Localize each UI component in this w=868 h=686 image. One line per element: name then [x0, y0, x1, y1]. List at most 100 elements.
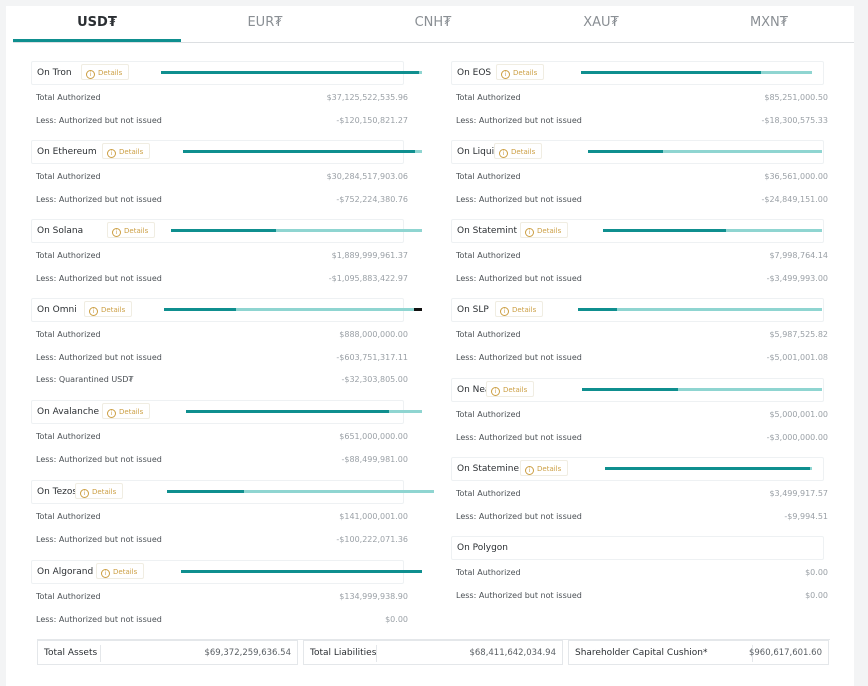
tab-eurt[interactable]: EUR₮ [247, 15, 283, 30]
issued-ratio-bar [605, 467, 812, 470]
issued-ratio-fill [183, 150, 415, 153]
tab-xaut[interactable]: XAU₮ [583, 15, 619, 30]
details-button[interactable]: i Details [520, 460, 569, 476]
issued-ratio-bar [581, 71, 812, 74]
issued-ratio-bar [183, 150, 422, 153]
total-assets-label: Total Assets [44, 648, 98, 658]
details-button[interactable]: i Details [102, 143, 151, 159]
total-authorized-label: Total Authorized [36, 330, 101, 339]
issued-ratio-fill [186, 410, 389, 413]
total-liabilities-label: Total Liabilities [310, 648, 377, 658]
details-button[interactable]: i Details [81, 64, 130, 80]
info-icon: i [107, 149, 116, 158]
issued-ratio-fill [171, 229, 277, 232]
chain-header-statemint: On Statemint i Details [451, 219, 824, 243]
authorized-not-issued-label: Less: Authorized but not issued [36, 116, 162, 125]
chain-name: On EOS [457, 68, 492, 78]
authorized-not-issued-label: Less: Authorized but not issued [456, 591, 582, 600]
authorized-not-issued-label: Less: Authorized but not issued [36, 455, 162, 464]
info-icon: i [525, 466, 534, 475]
details-button[interactable]: i Details [494, 143, 543, 159]
authorized-not-issued-label: Less: Authorized but not issued [456, 116, 582, 125]
chain-header-ethereum: On Ethereum i Details [31, 140, 422, 164]
issued-ratio-bar [582, 388, 822, 391]
details-label: Details [124, 227, 149, 235]
issued-ratio-bar [588, 150, 822, 153]
tab-usdt[interactable]: USD₮ [13, 6, 181, 42]
total-authorized-label: Total Authorized [36, 432, 101, 441]
details-label: Details [511, 148, 536, 156]
authorized-not-issued-label: Less: Authorized but not issued [456, 195, 582, 204]
chain-header-tron: On Tron i Details [31, 61, 422, 85]
total-authorized-value: $36,561,000.00 [764, 172, 828, 181]
details-label: Details [513, 69, 538, 77]
authorized-not-issued-value: -$24,849,151.00 [761, 195, 828, 204]
capital-cushion-value: $960,617,601.60 [748, 648, 822, 658]
details-button[interactable]: i Details [486, 381, 535, 397]
details-button[interactable]: i Details [107, 222, 156, 238]
details-label: Details [119, 408, 144, 416]
total-authorized-value: $37,125,522,535.96 [326, 93, 408, 102]
info-icon: i [499, 149, 508, 158]
authorized-not-issued-label: Less: Authorized but not issued [36, 353, 162, 362]
details-button[interactable]: i Details [84, 301, 133, 317]
authorized-not-issued-value: -$100,222,071.36 [336, 535, 408, 544]
authorized-not-issued-label: Less: Authorized but not issued [456, 353, 582, 362]
details-button[interactable]: i Details [496, 64, 545, 80]
total-authorized-value: $30,284,517,903.06 [326, 172, 408, 181]
issued-ratio-fill [605, 467, 810, 470]
authorized-not-issued-value: -$752,224,380.76 [336, 195, 408, 204]
authorized-not-issued-value: -$3,000,000.00 [766, 433, 828, 442]
authorized-not-issued-value: -$603,751,317.11 [336, 353, 408, 362]
issued-ratio-fill [581, 71, 762, 74]
chain-header-slp: On SLP i Details [451, 298, 824, 322]
info-icon: i [89, 307, 98, 316]
chain-name: On SLP [457, 305, 489, 315]
issued-ratio-fill [603, 229, 726, 232]
tab-mxnt[interactable]: MXN₮ [749, 15, 789, 30]
issued-ratio-bar [578, 308, 822, 311]
authorized-not-issued-label: Less: Authorized but not issued [456, 274, 582, 283]
chain-name: On Liquid [457, 147, 500, 157]
currency-tabs: USD₮ EUR₮ CNH₮ XAU₮ MXN₮ [13, 6, 854, 43]
total-authorized-value: $141,000,001.00 [339, 512, 408, 521]
details-button[interactable]: i Details [75, 483, 124, 499]
total-authorized-label: Total Authorized [456, 330, 521, 339]
chain-name: On Near [457, 385, 495, 395]
details-label: Details [503, 386, 528, 394]
chain-header-avalanche: On Avalanche i Details [31, 400, 422, 424]
details-button[interactable]: i Details [96, 563, 145, 579]
authorized-not-issued-value: $0.00 [805, 591, 828, 600]
issued-ratio-fill [161, 71, 420, 74]
total-authorized-value: $7,998,764.14 [769, 251, 828, 260]
authorized-not-issued-label: Less: Authorized but not issued [36, 195, 162, 204]
details-label: Details [119, 148, 144, 156]
chain-name: On Tron [37, 68, 72, 78]
authorized-not-issued-value: -$9,994.51 [784, 512, 828, 521]
total-authorized-label: Total Authorized [36, 172, 101, 181]
tab-cnht[interactable]: CNH₮ [414, 15, 452, 30]
issued-ratio-fill [164, 308, 237, 311]
chain-header-eos: On EOS i Details [451, 61, 824, 85]
details-label: Details [512, 306, 537, 314]
details-button[interactable]: i Details [102, 403, 151, 419]
info-icon: i [86, 70, 95, 79]
total-authorized-value: $888,000,000.00 [339, 330, 408, 339]
chain-name: On Omni [37, 305, 77, 315]
details-button[interactable]: i Details [495, 301, 544, 317]
details-button[interactable]: i Details [520, 222, 569, 238]
authorized-not-issued-label: Less: Authorized but not issued [36, 274, 162, 283]
info-icon: i [501, 70, 510, 79]
chain-header-solana: On Solana i Details [31, 219, 422, 243]
info-icon: i [112, 228, 121, 237]
issued-ratio-bar [186, 410, 422, 413]
summary-separator [752, 645, 753, 662]
quarantined-label: Less: Quarantined USD₮ [36, 375, 134, 384]
authorized-not-issued-value: -$88,499,981.00 [341, 455, 408, 464]
info-icon: i [491, 387, 500, 396]
chain-name: On Ethereum [37, 147, 97, 157]
total-authorized-value: $3,499,917.57 [769, 489, 828, 498]
quarantined-fill [414, 308, 422, 311]
capital-cushion-box: Shareholder Capital Cushion* $960,617,60… [568, 640, 829, 665]
chain-header-tezos: On Tezos i Details [31, 480, 434, 504]
